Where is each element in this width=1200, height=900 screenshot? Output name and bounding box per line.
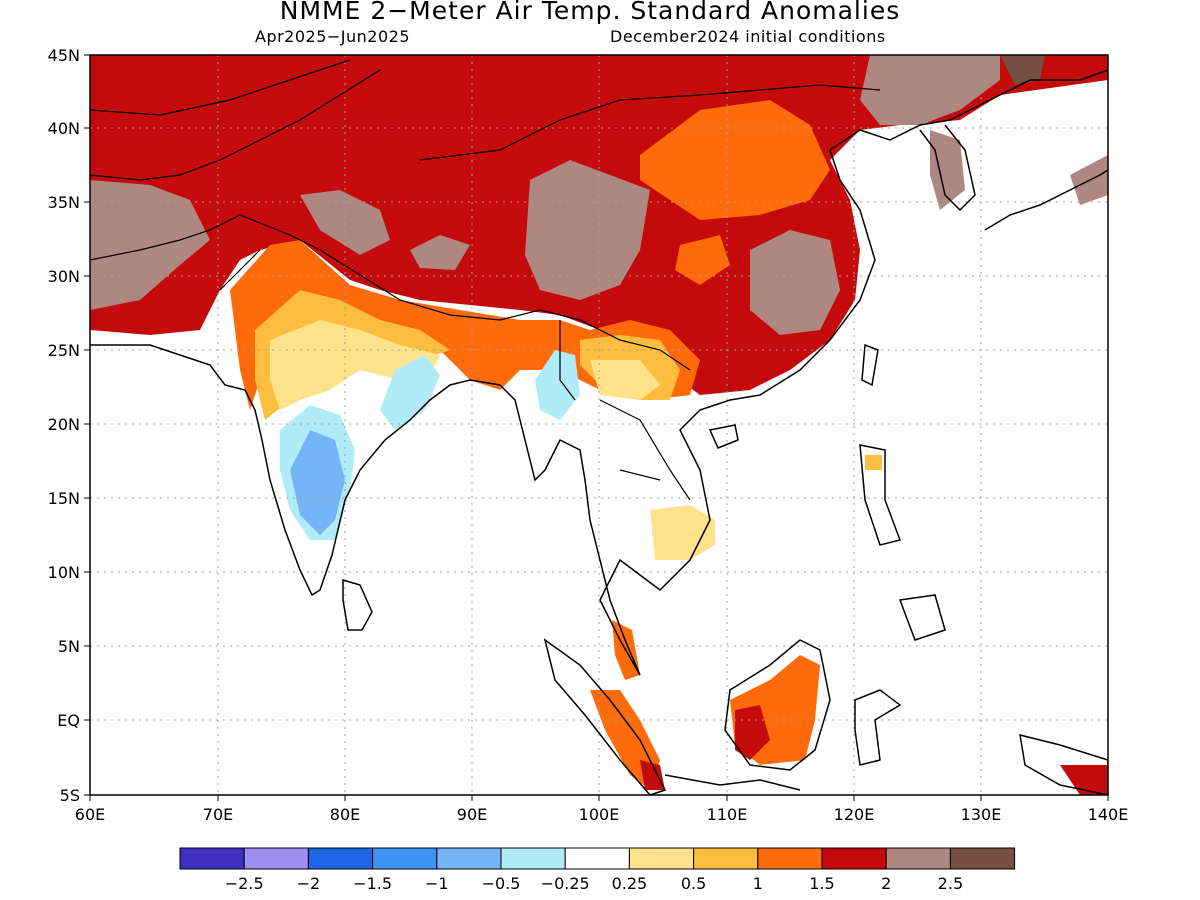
lat-label: 35N	[48, 193, 80, 212]
lon-label: 130E	[961, 805, 1002, 824]
colorbar-swatch	[307, 847, 374, 870]
lat-label: 25N	[48, 341, 80, 360]
colorbar-tick-label: −2	[297, 874, 321, 893]
anomaly-region-lightblue-east-india	[380, 355, 440, 430]
anomaly-region-brown-sichuan	[750, 230, 840, 335]
colorbar-tick-label: −1	[425, 874, 449, 893]
lat-label: 30N	[48, 267, 80, 286]
anomaly-region-blue-india	[290, 430, 345, 535]
lon-label: 90E	[457, 805, 487, 824]
colorbar-swatch	[564, 847, 630, 870]
anomaly-region-orange-china	[640, 100, 830, 220]
colorbar-tick-label: 0.5	[681, 874, 706, 893]
coastline-borneo	[724, 639, 831, 771]
anomaly-region-brown-northeast	[860, 55, 1000, 125]
lon-label: 110E	[707, 805, 748, 824]
anomaly-region-brown-china	[525, 160, 650, 300]
anomaly-region-brown-korea	[930, 130, 965, 210]
colorbar-swatch	[436, 847, 502, 870]
anomaly-region-lightblue-myanmar	[535, 350, 580, 420]
valid-period: Apr2025−Jun2025	[255, 27, 411, 46]
lat-label: 5N	[58, 637, 80, 656]
coastline-luzon	[859, 444, 901, 546]
anomaly-region-brown-west	[90, 180, 210, 310]
coastline-java	[664, 774, 801, 791]
colorbar-tick-label: 1	[753, 874, 763, 893]
anomaly-region-darkbrown	[1000, 55, 1045, 85]
coastline-hainan	[708, 424, 739, 449]
anomaly-region-brown-hk	[300, 190, 390, 255]
lon-label: 140E	[1088, 805, 1129, 824]
colorbar-tick-label: −1.5	[353, 874, 392, 893]
lon-label: 120E	[834, 805, 875, 824]
lat-label: EQ	[57, 711, 80, 730]
colorbar-tick-label: −2.5	[225, 874, 264, 893]
colorbar-swatch	[693, 847, 759, 870]
lon-label: 70E	[203, 805, 233, 824]
coastline-japan	[984, 169, 1108, 231]
colorbar-swatch	[949, 847, 1016, 870]
anomaly-field	[90, 55, 1108, 795]
anomaly-region-red-borneo	[735, 705, 770, 760]
colorbar-swatch	[179, 847, 245, 870]
anomaly-region-orange-china2	[675, 235, 730, 285]
lat-label: 45N	[48, 46, 80, 65]
longitude-labels: 60E 70E 80E 90E 100E 110E 120E 130E 140E	[75, 805, 1129, 824]
anomaly-region-red-newguinea	[1060, 765, 1108, 795]
lat-label: 40N	[48, 119, 80, 138]
lat-label: 15N	[48, 489, 80, 508]
colorbar-swatch	[757, 847, 823, 870]
colorbar-swatch	[628, 847, 695, 870]
lon-label: 100E	[579, 805, 620, 824]
coastline-srilanka	[342, 578, 373, 631]
map-title: NMME 2−Meter Air Temp. Standard Anomalie…	[279, 0, 901, 25]
coastline-taiwan	[861, 343, 879, 387]
colorbar-swatch	[500, 847, 566, 870]
coastline-korea	[919, 124, 976, 212]
colorbar-swatch	[885, 847, 951, 870]
lat-label: 10N	[48, 563, 80, 582]
lat-label: 5S	[60, 786, 80, 805]
anomaly-region-lightyellow-india	[270, 320, 440, 410]
coastline-arabia-india	[90, 344, 641, 676]
colorbar-swatch	[821, 847, 887, 870]
colorbar-swatch	[243, 847, 309, 870]
colorbar-tick-label: 0.25	[612, 874, 648, 893]
colorbar-tick-label: 2.5	[938, 874, 963, 893]
lat-label: 20N	[48, 415, 80, 434]
coastlines	[90, 59, 1108, 795]
anomaly-region-lightyellow-cambodia	[650, 505, 715, 560]
country-borders	[90, 59, 881, 501]
initial-conditions: December2024 initial conditions	[610, 27, 886, 46]
anomaly-region-red-sumatra	[640, 760, 665, 790]
coastline-indochina	[599, 69, 1108, 676]
graticule	[90, 55, 1108, 795]
anomaly-region-brown-tibet	[410, 235, 470, 270]
coastline-mindanao	[898, 594, 946, 641]
coastline-sumatra	[543, 638, 667, 795]
colorbar-swatch	[372, 847, 438, 870]
colorbar-tick-label: −0.5	[482, 874, 521, 893]
latitude-labels: 45N 40N 35N 30N 25N 20N 15N 10N 5N EQ 5S	[48, 46, 80, 805]
coastline-sulawesi	[854, 689, 902, 766]
colorbar-tick-label: 1.5	[809, 874, 834, 893]
lon-label: 60E	[75, 805, 105, 824]
colorbar-tick-label: 2	[881, 874, 891, 893]
anomaly-region-yellow-philippines	[865, 455, 882, 470]
coastline-newguinea	[1019, 733, 1108, 795]
lon-label: 80E	[330, 805, 360, 824]
colorbar: −2.5 −2 −1.5 −1 −0.5 −0.25 0.25 0.5 1 1.5 2 2.5	[179, 847, 1016, 893]
colorbar-tick-label: −0.25	[541, 874, 590, 893]
axis-ticks	[84, 54, 1109, 801]
anomaly-region-lightyellow-indochina	[590, 360, 660, 400]
